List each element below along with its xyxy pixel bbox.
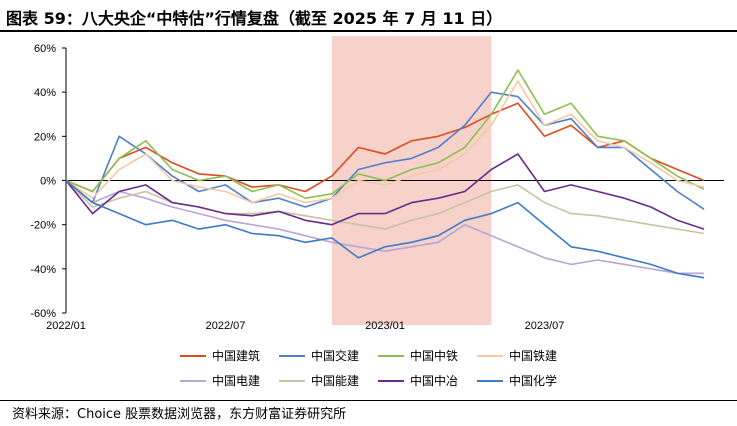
- series-line-8: [65, 179, 705, 279]
- legend-label: 中国能建: [311, 373, 359, 388]
- legend-label: 中国中铁: [410, 348, 458, 363]
- x-tick-label: 2022/07: [206, 320, 246, 332]
- legend-label: 中国化学: [509, 373, 557, 388]
- y-tick-label: 60%: [34, 43, 56, 55]
- legend-label: 中国铁建: [509, 348, 557, 363]
- legend-label: 中国中冶: [410, 373, 458, 388]
- chart-title: 图表 59：八大央企“中特估”行情复盘（截至 2025 年 7 月 11 日）: [6, 9, 503, 28]
- series-line-7: [65, 153, 705, 230]
- series-line-3: [65, 69, 705, 199]
- legend-label: 中国电建: [212, 373, 260, 388]
- y-tick-label: 20%: [34, 131, 56, 143]
- series-line-2: [65, 91, 705, 210]
- y-tick-label: -20%: [30, 220, 56, 232]
- series-line-5: [65, 179, 704, 275]
- source-note: 资料来源：Choice 股票数据浏览器，东方财富证券研究所: [12, 407, 347, 422]
- source-rule: [0, 400, 737, 401]
- x-tick-label: 2022/01: [46, 320, 86, 332]
- title-rule: [0, 30, 737, 32]
- y-tick-label: 0%: [40, 176, 56, 188]
- y-tick-label: 40%: [34, 87, 56, 99]
- x-tick-label: 2023/07: [525, 320, 565, 332]
- y-tick-label: -40%: [30, 264, 56, 276]
- x-tick-label: 2023/01: [365, 320, 405, 332]
- y-tick-label: -60%: [30, 308, 56, 320]
- legend-label: 中国交建: [311, 348, 359, 363]
- series-line-4: [65, 80, 705, 204]
- line-chart: 60% 40% 20% 0% -20% -40% -60%2022/01 2022/07 202…: [30, 36, 724, 388]
- legend-label: 中国建筑: [212, 348, 260, 363]
